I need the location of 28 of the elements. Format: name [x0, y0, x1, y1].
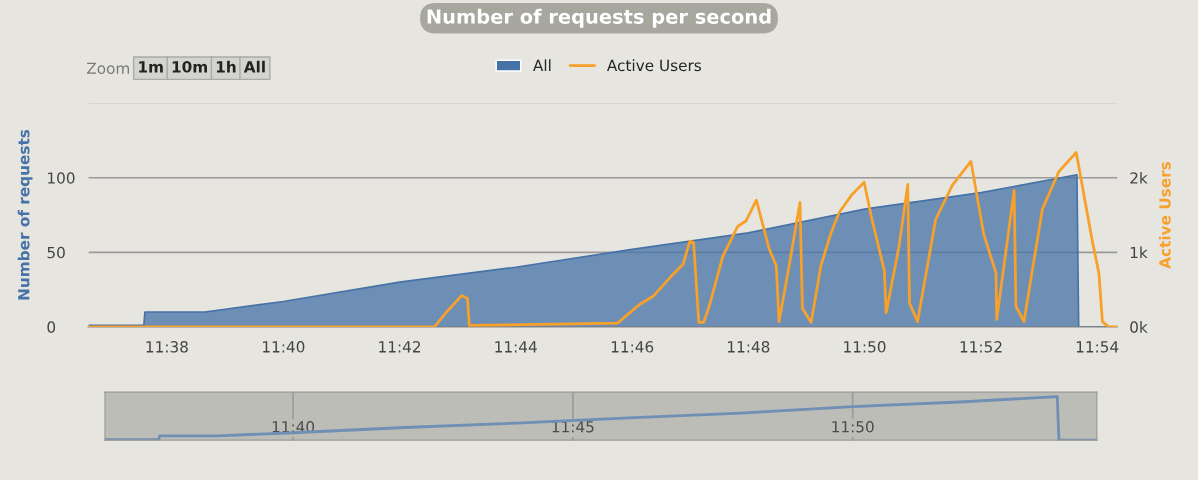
- text: 1h: [216, 60, 236, 73]
- x-tick-label: 11:40: [272, 420, 315, 433]
- x-tick-label: 11:50: [844, 341, 886, 353]
- y2-tick-label: 2k: [1130, 171, 1148, 184]
- x-tick-label: 11:50: [832, 420, 874, 433]
- x-tick-label: 11:45: [552, 421, 594, 433]
- y2-tick-label: 0k: [1130, 321, 1148, 333]
- chart-title: Number of requests per second: [427, 8, 771, 28]
- text: All: [243, 60, 265, 73]
- text: 10m: [172, 61, 207, 73]
- legend-label: All: [533, 59, 551, 71]
- x-tick-label: 11:44: [495, 341, 537, 353]
- y-tick-label: 50: [47, 246, 65, 259]
- x-tick-label: 11:46: [611, 341, 654, 353]
- y-axis-title: Number of requests: [17, 129, 33, 300]
- x-tick-label: 11:38: [146, 341, 188, 353]
- y-tick-label: 0: [47, 321, 56, 333]
- text: 1m: [139, 61, 163, 73]
- y2-axis-title: Active Users: [1158, 161, 1171, 269]
- x-tick-label: 11:54: [1076, 341, 1119, 353]
- x-tick-label: 11:40: [263, 341, 305, 353]
- x-tick-label: 11:42: [379, 341, 421, 353]
- legend-label: Active Users: [606, 59, 702, 72]
- text: Zoom: [86, 62, 129, 75]
- y-tick-label: 100: [48, 172, 75, 184]
- y2-tick-label: 1k: [1130, 246, 1148, 259]
- x-tick-label: 11:48: [728, 341, 770, 353]
- x-tick-label: 11:52: [960, 341, 1002, 353]
